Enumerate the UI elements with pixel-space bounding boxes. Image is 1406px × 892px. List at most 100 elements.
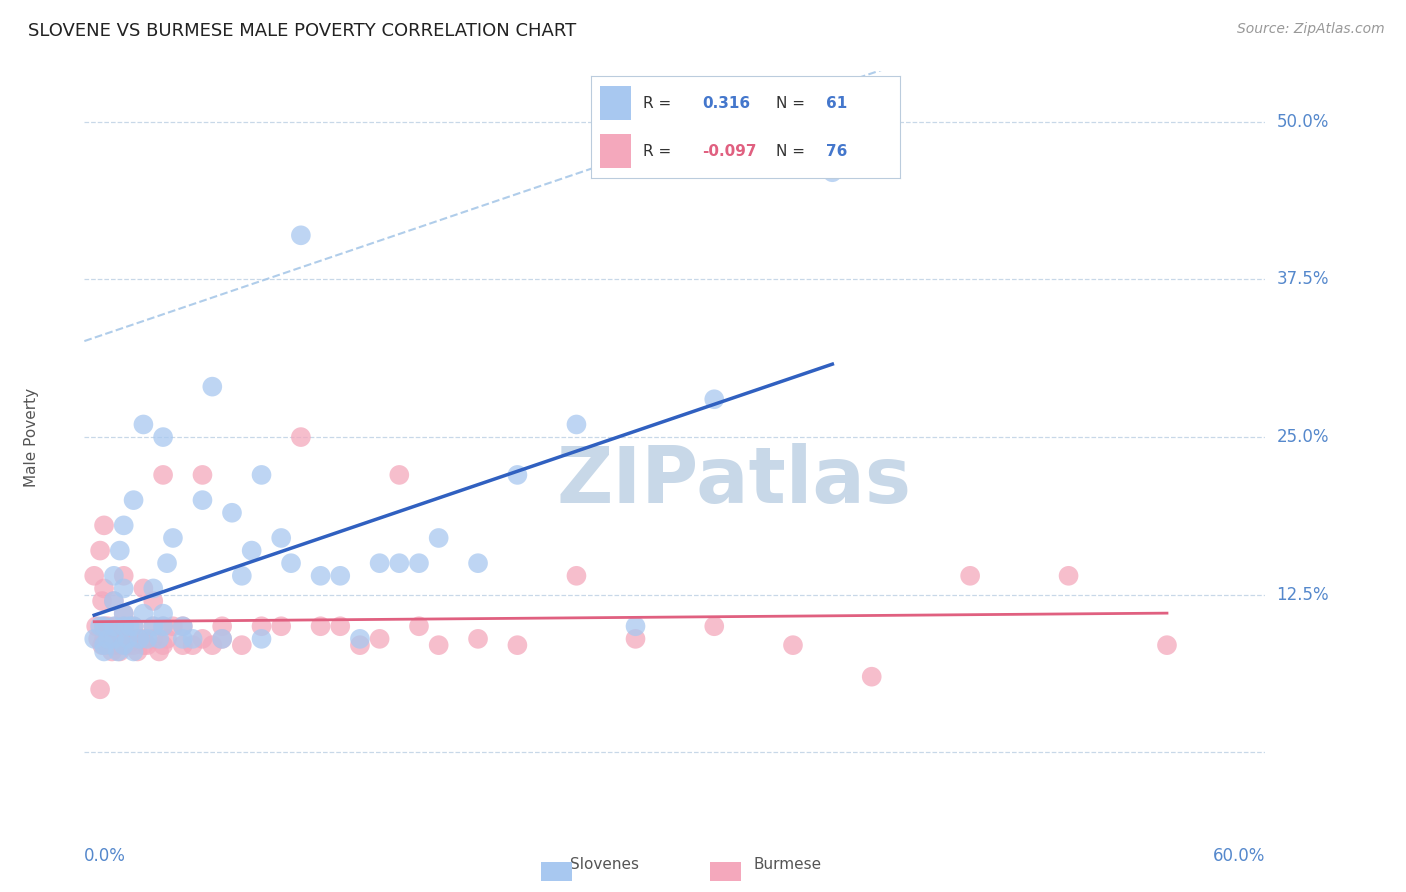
Point	[408, 556, 430, 570]
Point	[103, 632, 125, 646]
Point	[117, 638, 139, 652]
FancyBboxPatch shape	[600, 135, 631, 168]
Point	[240, 543, 263, 558]
Text: 0.0%: 0.0%	[84, 847, 127, 864]
Point	[231, 569, 253, 583]
Point	[467, 556, 489, 570]
Point	[201, 379, 224, 393]
Point	[124, 632, 146, 646]
Point	[93, 638, 115, 652]
Point	[427, 638, 450, 652]
Point	[93, 582, 115, 596]
Point	[211, 619, 233, 633]
Text: Male Poverty: Male Poverty	[24, 387, 39, 487]
Point	[112, 638, 135, 652]
Point	[112, 607, 135, 621]
Text: 61: 61	[825, 95, 846, 111]
Point	[98, 632, 121, 646]
Point	[231, 638, 253, 652]
Point	[860, 670, 883, 684]
Text: R =: R =	[643, 95, 671, 111]
Point	[152, 467, 174, 482]
Point	[132, 582, 155, 596]
Point	[136, 638, 159, 652]
Point	[89, 682, 111, 697]
Point	[1156, 638, 1178, 652]
Point	[142, 619, 165, 633]
Point	[122, 638, 145, 652]
Text: 50.0%: 50.0%	[1277, 112, 1329, 131]
Point	[368, 632, 391, 646]
Point	[181, 632, 204, 646]
Point	[118, 632, 141, 646]
Point	[427, 531, 450, 545]
Point	[128, 632, 150, 646]
Text: -0.097: -0.097	[702, 144, 756, 159]
Point	[103, 569, 125, 583]
Point	[152, 607, 174, 621]
Point	[172, 638, 194, 652]
Point	[290, 228, 312, 243]
Point	[221, 506, 243, 520]
Point	[211, 632, 233, 646]
Point	[250, 619, 273, 633]
Point	[93, 644, 115, 658]
Point	[703, 392, 725, 407]
Point	[172, 632, 194, 646]
Point	[122, 619, 145, 633]
Point	[162, 531, 184, 545]
Point	[122, 493, 145, 508]
Text: ZIPatlas: ZIPatlas	[557, 443, 911, 519]
Point	[97, 632, 120, 646]
Point	[506, 638, 529, 652]
Point	[172, 619, 194, 633]
Point	[108, 543, 131, 558]
Point	[148, 632, 170, 646]
Point	[142, 582, 165, 596]
Point	[565, 417, 588, 432]
Point	[117, 632, 139, 646]
Point	[112, 619, 135, 633]
Point	[93, 518, 115, 533]
Point	[107, 638, 129, 652]
Point	[87, 632, 110, 646]
Point	[191, 632, 214, 646]
Point	[388, 556, 411, 570]
Point	[349, 638, 371, 652]
Point	[112, 569, 135, 583]
Point	[959, 569, 981, 583]
Point	[624, 619, 647, 633]
Point	[172, 619, 194, 633]
Text: 76: 76	[825, 144, 846, 159]
Point	[329, 619, 352, 633]
Text: SLOVENE VS BURMESE MALE POVERTY CORRELATION CHART: SLOVENE VS BURMESE MALE POVERTY CORRELAT…	[28, 22, 576, 40]
Point	[821, 165, 844, 179]
Point	[93, 632, 115, 646]
Point	[565, 569, 588, 583]
Point	[250, 632, 273, 646]
Point	[97, 638, 120, 652]
Point	[112, 582, 135, 596]
Point	[142, 632, 165, 646]
Point	[506, 467, 529, 482]
Point	[368, 556, 391, 570]
Point	[103, 632, 125, 646]
Point	[122, 619, 145, 633]
Point	[329, 569, 352, 583]
Point	[309, 619, 332, 633]
Point	[181, 638, 204, 652]
Point	[112, 619, 135, 633]
Point	[152, 619, 174, 633]
Point	[128, 632, 150, 646]
Point	[91, 638, 114, 652]
Point	[122, 644, 145, 658]
Text: N =: N =	[776, 144, 806, 159]
Point	[467, 632, 489, 646]
Point	[118, 619, 141, 633]
Point	[103, 619, 125, 633]
Point	[250, 467, 273, 482]
Point	[127, 644, 149, 658]
Point	[103, 594, 125, 608]
Point	[97, 619, 120, 633]
Point	[112, 632, 135, 646]
